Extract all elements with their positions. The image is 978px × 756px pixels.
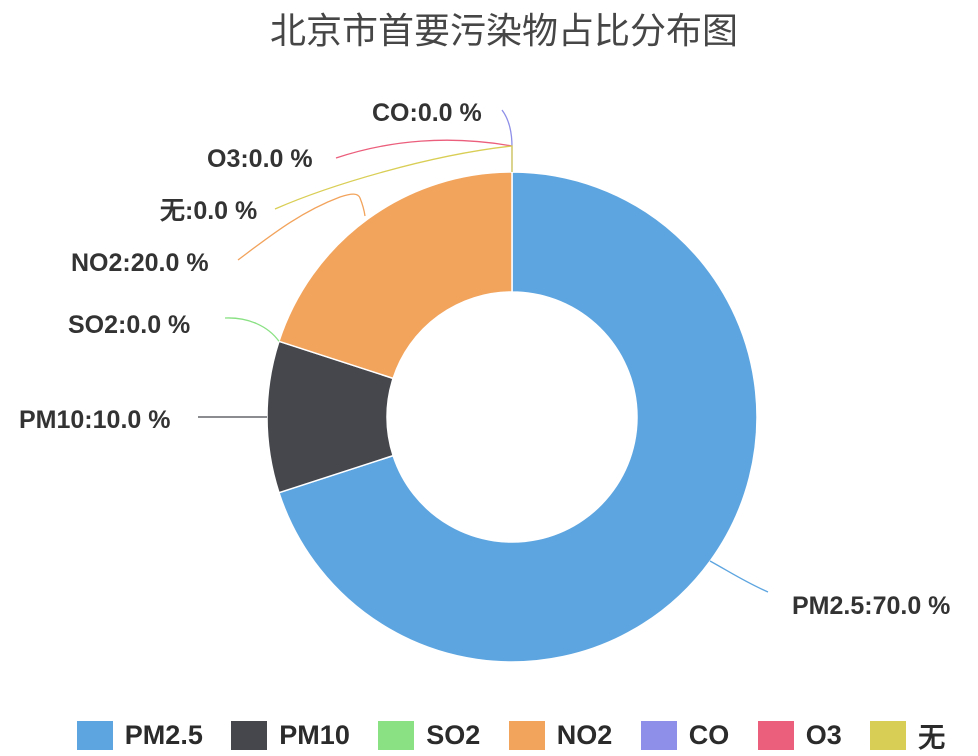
svg-text:CO:0.0 %: CO:0.0 % (372, 99, 482, 127)
svg-text:PM10:10.0 %: PM10:10.0 % (19, 406, 170, 434)
svg-text:SO2:0.0 %: SO2:0.0 % (68, 311, 190, 339)
svg-text:PM2.5:70.0 %: PM2.5:70.0 % (792, 592, 950, 620)
svg-text:O3:0.0 %: O3:0.0 % (207, 145, 313, 173)
svg-text:无:0.0 %: 无:0.0 % (160, 197, 257, 225)
svg-text:NO2:20.0 %: NO2:20.0 % (71, 249, 209, 277)
